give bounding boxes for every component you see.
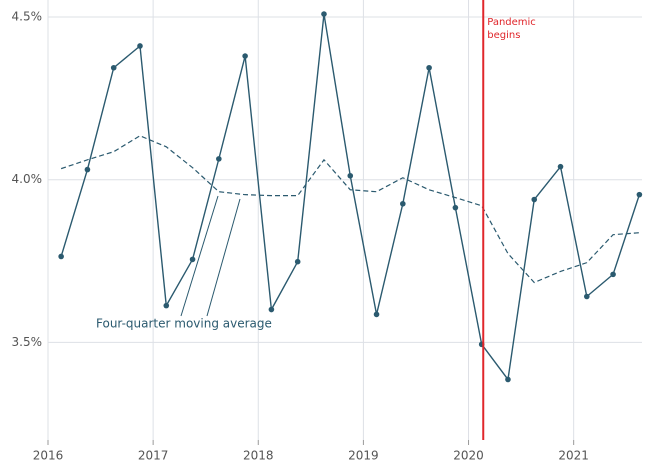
data-point <box>426 64 432 71</box>
data-point <box>321 11 327 17</box>
data-point <box>610 271 616 278</box>
y-tick-label: 4.5% <box>12 10 43 24</box>
x-tick-label: 2020 <box>453 449 484 463</box>
event-label: begins <box>487 30 520 41</box>
x-tick-label: 2018 <box>243 449 274 463</box>
data-point <box>242 53 248 59</box>
data-point <box>505 376 511 383</box>
event-label: Pandemic <box>487 17 536 28</box>
y-tick-label: 3.5% <box>12 335 43 349</box>
data-point <box>400 200 406 207</box>
x-tick-label: 2017 <box>138 449 169 463</box>
data-point <box>189 256 196 263</box>
y-tick-label: 4.0% <box>12 172 43 186</box>
data-point <box>163 302 170 309</box>
data-point <box>137 43 143 49</box>
data-point <box>373 311 380 318</box>
data-point <box>452 204 459 211</box>
data-point <box>268 306 275 313</box>
series-line <box>60 135 640 284</box>
data-point <box>557 163 564 170</box>
x-tick-label: 2016 <box>33 449 64 463</box>
label-pointer <box>180 195 219 317</box>
data-point <box>110 64 117 71</box>
data-point <box>531 196 538 203</box>
data-point <box>294 258 301 265</box>
data-point <box>636 191 643 198</box>
data-point <box>584 293 590 300</box>
x-tick-label: 2021 <box>558 449 589 463</box>
data-point <box>347 172 354 179</box>
data-point <box>216 156 222 162</box>
data-point <box>58 253 64 260</box>
x-tick-label: 2019 <box>348 449 379 463</box>
series-label: Four-quarter moving average <box>96 317 272 331</box>
data-point <box>84 166 91 173</box>
label-pointer <box>206 198 241 317</box>
